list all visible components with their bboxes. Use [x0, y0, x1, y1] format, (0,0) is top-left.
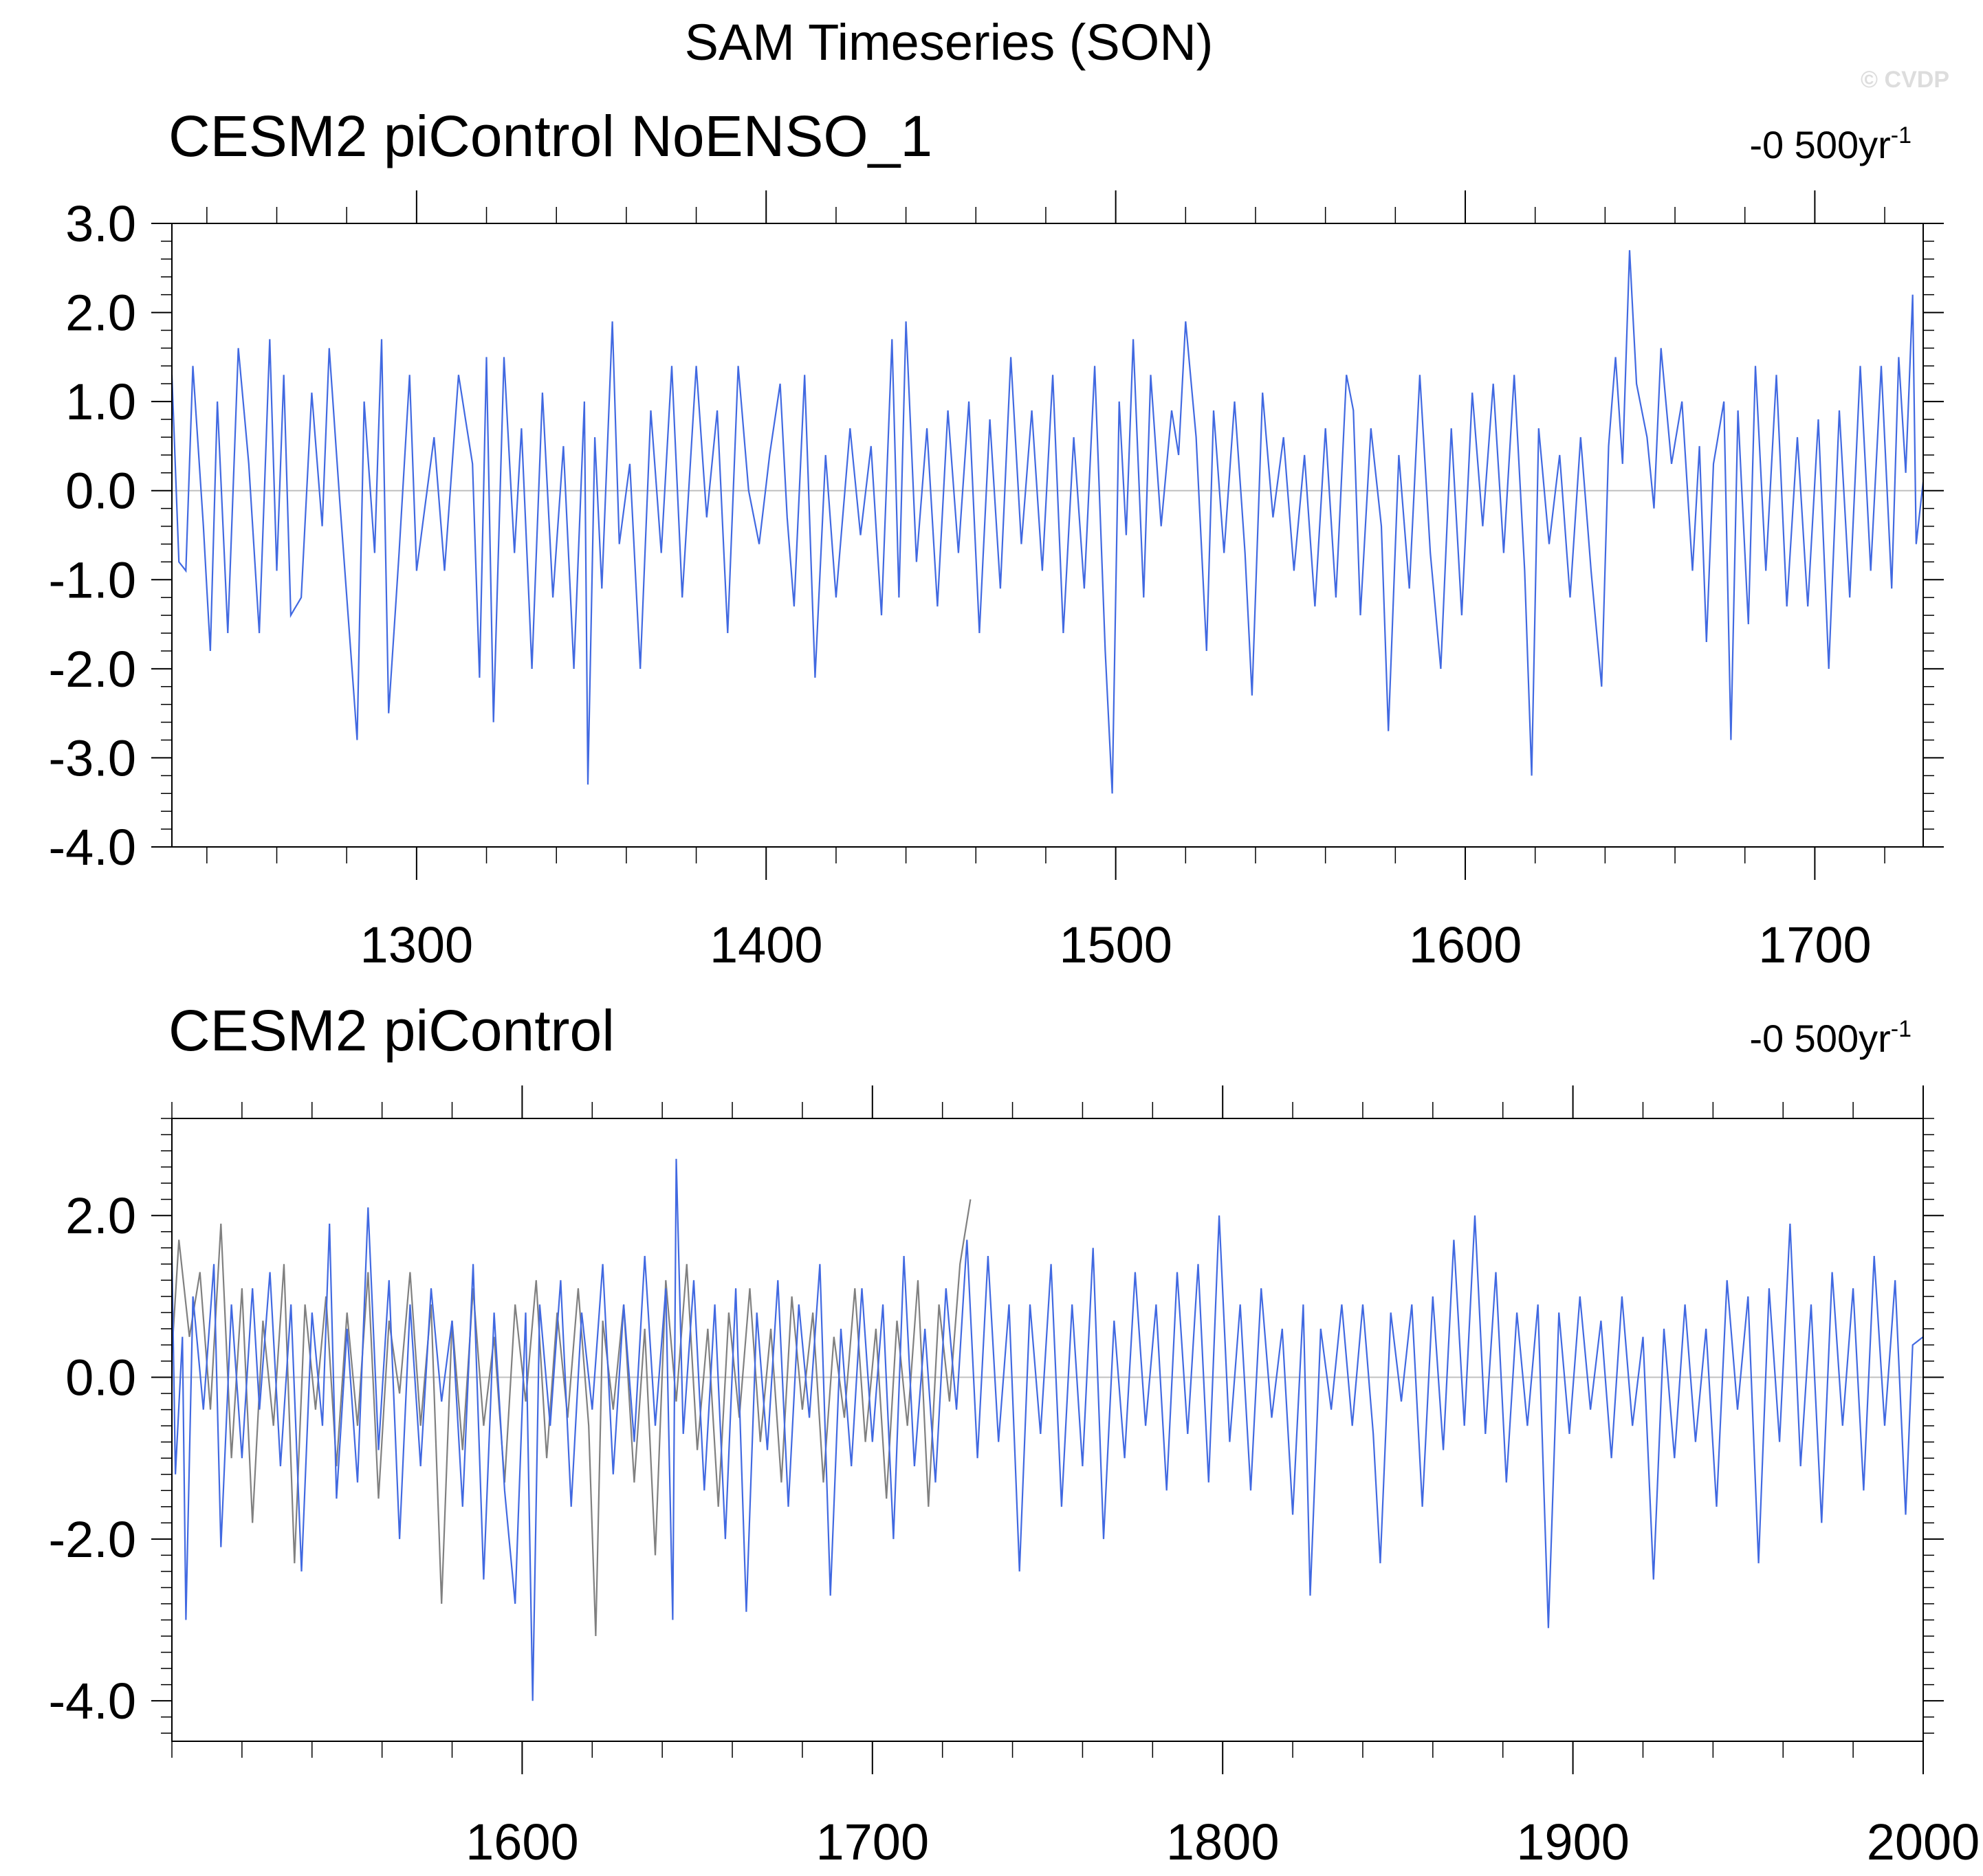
- panel-title-bottom: CESM2 piControl: [168, 998, 615, 1063]
- y-tick-label: 0.0: [65, 1349, 136, 1406]
- y-tick-label: -2.0: [48, 1511, 136, 1568]
- x-tick-label: 1900: [1516, 1813, 1630, 1871]
- x-tick-label: 1800: [1166, 1813, 1280, 1871]
- x-tick-labels-bottom: 1600 1700 1800 1900 2000: [465, 1813, 1980, 1871]
- x-tick-label: 1500: [1059, 916, 1172, 973]
- axis-ticks-bottom: [151, 1085, 1944, 1774]
- trend-value-top: -0 500yr: [1749, 123, 1890, 166]
- series-line-top: [171, 250, 1925, 794]
- trend-exponent-bottom: -1: [1891, 1016, 1911, 1042]
- x-tick-label: 1400: [710, 916, 823, 973]
- x-tick-label: 1300: [360, 916, 474, 973]
- axis-ticks-top: [151, 190, 1944, 880]
- x-tick-labels-top: 1300 1400 1500 1600 1700: [360, 916, 1872, 973]
- y-tick-label: 2.0: [65, 1187, 136, 1244]
- y-tick-label: 2.0: [65, 285, 136, 342]
- x-tick-label: 1700: [815, 1813, 929, 1871]
- y-tick-label: 0.0: [65, 463, 136, 520]
- x-tick-label: 1600: [465, 1813, 579, 1871]
- main-title: SAM Timeseries (SON): [685, 14, 1214, 71]
- panel-bottom: CESM2 piControl -0 500yr-1 2.0 0.0 -2.0 -4.…: [48, 998, 1980, 1871]
- trend-label-top: -0 500yr-1: [1749, 122, 1911, 166]
- y-tick-label: 3.0: [65, 195, 136, 252]
- trend-exponent-top: -1: [1891, 122, 1911, 148]
- y-tick-label: -3.0: [48, 729, 136, 786]
- panel-title-top: CESM2 piControl NoENSO_1: [168, 104, 932, 168]
- trend-value-bottom: -0 500yr: [1749, 1017, 1890, 1060]
- x-tick-label: 1600: [1409, 916, 1522, 973]
- y-tick-labels-bottom: 2.0 0.0 -2.0 -4.0: [48, 1187, 136, 1730]
- y-tick-label: -1.0: [48, 551, 136, 608]
- trend-label-bottom: -0 500yr-1: [1749, 1016, 1911, 1060]
- reference-series-line-bottom: [171, 1199, 972, 1637]
- panel-top: CESM2 piControl NoENSO_1 -0 500yr-1 3.0 2…: [48, 104, 1944, 973]
- y-tick-label: -4.0: [48, 1673, 136, 1730]
- y-tick-label: -2.0: [48, 641, 136, 698]
- x-tick-label: 2000: [1867, 1813, 1980, 1871]
- y-tick-label: -4.0: [48, 819, 136, 876]
- watermark: © CVDP: [1861, 67, 1949, 93]
- series-line-bottom: [171, 1158, 1924, 1701]
- y-tick-labels-top: 3.0 2.0 1.0 0.0 -1.0 -2.0 -3.0 -4.0: [48, 195, 136, 876]
- plot-frame-bottom: [171, 1118, 1924, 1742]
- x-tick-label: 1700: [1758, 916, 1872, 973]
- y-tick-label: 1.0: [65, 373, 136, 430]
- plot-frame-top: [171, 223, 1924, 848]
